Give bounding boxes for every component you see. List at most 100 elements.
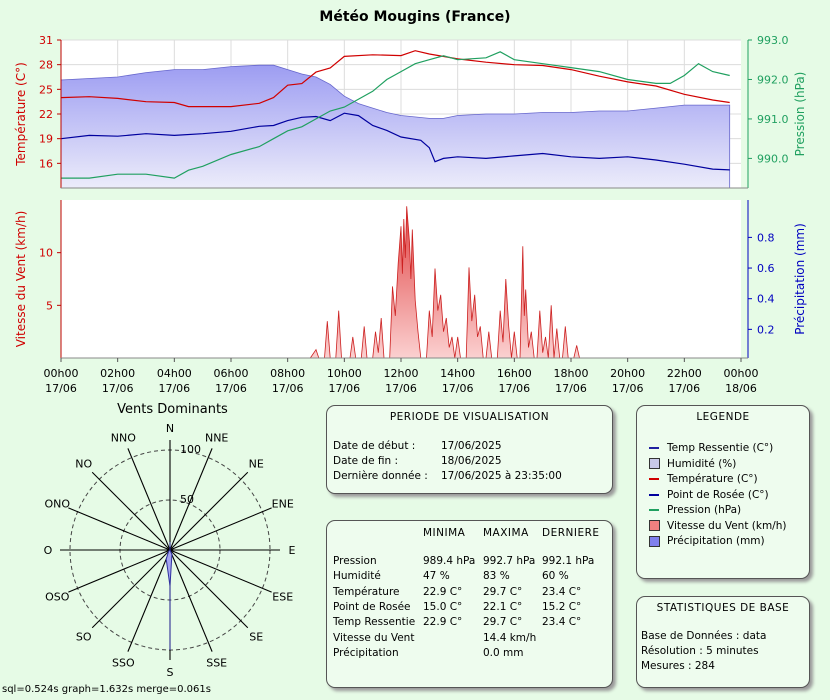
y-tick-label: 10 (39, 247, 53, 260)
stats-table-panel: MINIMA MAXIMA DERNIERE Pression 989.4 hPa… (326, 520, 613, 688)
rose-direction-label: O (44, 544, 53, 557)
x-tick-label: 14h00 (440, 367, 475, 380)
x-tick-label: 00h00 (724, 367, 759, 380)
rose-spoke (169, 471, 249, 551)
time-axis: 00h00 17/06 02h00 17/06 04h00 17/06 06h00 17/06… (44, 358, 759, 395)
stat-label: Vitesse du Vent (333, 631, 415, 644)
rose-direction-label: ONO (45, 497, 71, 510)
rose-direction-label: SO (76, 630, 92, 643)
legend-item: Précipitation (mm) (649, 535, 765, 547)
legend-item: Vitesse du Vent (km/h) (649, 520, 786, 532)
stat-last: 992.1 hPa (542, 555, 595, 567)
legend-swatch (649, 447, 659, 449)
y-tick-label: 16 (39, 157, 53, 170)
legend-swatch (649, 493, 659, 496)
rose-direction-label: SE (249, 630, 263, 643)
rose-spoke (127, 448, 171, 551)
y2-tick-label: 0.8 (757, 231, 775, 244)
x-tick-label: 06h00 (214, 367, 249, 380)
legend-item: Point de Rosée (C°) (649, 489, 769, 501)
x-tick-date: 17/06 (215, 382, 247, 395)
base-title: STATISTIQUES DE BASE (656, 602, 790, 614)
legend-swatch (649, 535, 660, 547)
legend-item: Température (C°) (649, 473, 758, 485)
x-tick-label: 22h00 (667, 367, 702, 380)
legend-label: Température (C°) (667, 473, 758, 485)
x-tick-date: 17/06 (442, 382, 474, 395)
series-line (61, 51, 730, 179)
rose-petal (165, 542, 173, 587)
stat-label: Pression (333, 555, 377, 567)
x-tick-date: 17/06 (385, 382, 417, 395)
stat-label: Humidité (333, 570, 381, 583)
base-row: Base de Données : data (641, 630, 767, 642)
rose-scale-label: 50 (180, 493, 194, 506)
rose-spoke (68, 507, 171, 551)
rose-spoke (169, 549, 213, 652)
stat-max: 22.1 C° (483, 600, 523, 613)
stat-max: 992.7 hPa (483, 555, 536, 567)
legend-swatch (649, 509, 659, 511)
humidity-area (60, 64, 731, 189)
periode-label: Date de fin : (333, 455, 399, 467)
x-tick-date: 17/06 (612, 382, 644, 395)
rose-spoke (68, 549, 171, 593)
stat-label: Temp Ressentie (333, 616, 416, 629)
stat-min: 47 % (423, 570, 450, 583)
x-tick-date: 17/06 (272, 382, 304, 395)
y-axis-title: Température (C°) (14, 62, 28, 167)
rose-spoke (169, 549, 272, 593)
base-stats-panel: STATISTIQUES DE BASE Base de Données : d… (636, 596, 810, 688)
x-tick-label: 08h00 (270, 367, 305, 380)
x-tick-label: 12h00 (384, 367, 419, 380)
legend-swatch (649, 458, 660, 469)
periode-value: 17/06/2025 (441, 440, 502, 452)
stat-label: Précipitation (333, 646, 399, 659)
rose-spoke (169, 549, 249, 629)
stat-label: Point de Rosée (333, 600, 411, 613)
wind-rose: N NNE NE ENE E ESE SE SSE S SSO SO OSO O ONO NO NNO 100 5… (44, 422, 296, 679)
rose-direction-label: NNE (205, 431, 228, 444)
legend-item: Pression (hPa) (649, 504, 741, 516)
y2-tick-label: 0.4 (757, 293, 775, 306)
legend-title: LEGENDE (696, 411, 750, 423)
rose-direction-label: ESE (272, 591, 293, 604)
stat-last: 15.2 C° (542, 600, 582, 613)
rose-direction-label: E (289, 544, 296, 557)
x-tick-date: 17/06 (328, 382, 360, 395)
stat-min: 22.9 C° (423, 616, 463, 629)
x-tick-label: 20h00 (610, 367, 645, 380)
y-tick-label: 19 (39, 133, 53, 146)
legend-label: Point de Rosée (C°) (667, 488, 769, 501)
rose-direction-label: SSO (112, 657, 135, 670)
weather-charts: 16 19 22 25 28 31 990.0 991.0 992.0 993.0 Températ… (14, 34, 807, 395)
x-tick-date: 17/06 (158, 382, 190, 395)
wind-precip-chart: 5 10 0.2 0.4 0.6 0.8 Vitesse du Vent (km/h) Pré… (14, 200, 807, 359)
x-tick-date: 17/06 (102, 382, 134, 395)
x-tick-date: 17/06 (555, 382, 587, 395)
stat-max: 14.4 km/h (483, 631, 537, 644)
stat-max: 0.0 mm (483, 646, 524, 659)
legend-swatch (649, 478, 659, 480)
periode-label: Date de début : (333, 440, 416, 452)
rose-spoke (169, 448, 213, 551)
rose-direction-label: N (166, 422, 174, 435)
rose-direction-label: NE (249, 458, 264, 471)
x-tick-label: 02h00 (100, 367, 135, 380)
col-header-max: MAXIMA (483, 527, 529, 539)
legend-swatch (649, 520, 660, 531)
stat-max: 29.7 C° (483, 616, 523, 629)
periode-value: 18/06/2025 (441, 455, 502, 467)
rose-spoke (91, 549, 171, 629)
rose-spoke (169, 507, 272, 551)
page-title: Météo Mougins (France) (319, 9, 511, 25)
rose-direction-label: OSO (45, 591, 70, 604)
x-tick-label: 10h00 (327, 367, 362, 380)
y2-tick-label: 993.0 (757, 34, 789, 47)
stat-label: Température (333, 585, 400, 598)
y-tick-label: 22 (39, 108, 53, 121)
y2-axis-title: Précipitation (mm) (793, 223, 807, 335)
rose-title: Vents Dominants (117, 402, 228, 417)
rose-direction-label: NNO (111, 431, 136, 444)
stat-min: 22.9 C° (423, 585, 463, 598)
